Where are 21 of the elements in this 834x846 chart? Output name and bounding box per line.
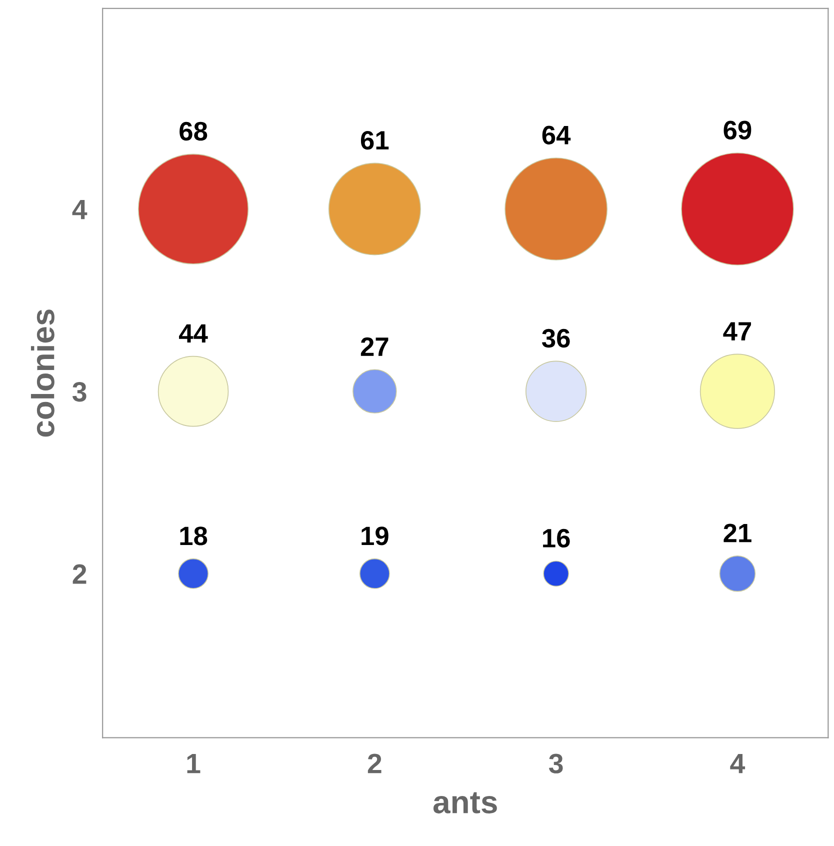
- x-tick-label: 2: [368, 754, 382, 774]
- y-tick-label: 3: [72, 382, 86, 402]
- annotation: 61: [360, 130, 389, 150]
- y-axis-title: colonies: [30, 310, 54, 437]
- annotation: 68: [180, 122, 208, 141]
- annotation: 36: [542, 328, 570, 348]
- annotation: 16: [543, 528, 570, 548]
- annotation: 19: [362, 526, 388, 546]
- annotation: 27: [360, 337, 388, 356]
- x-tick-label: 3: [548, 754, 563, 774]
- y-tick-label: 2: [72, 564, 86, 584]
- x-tick-label: 1: [187, 754, 200, 774]
- annotation: 44: [179, 324, 208, 343]
- annotation: 69: [724, 120, 752, 140]
- annotation: 64: [542, 126, 571, 144]
- y-tick-label: 4: [72, 200, 88, 220]
- x-axis-title: ants: [433, 792, 497, 814]
- annotation: 18: [180, 526, 208, 546]
- annotation: 21: [724, 524, 752, 542]
- annotation: 47: [723, 322, 751, 340]
- x-tick-label: 4: [730, 754, 746, 774]
